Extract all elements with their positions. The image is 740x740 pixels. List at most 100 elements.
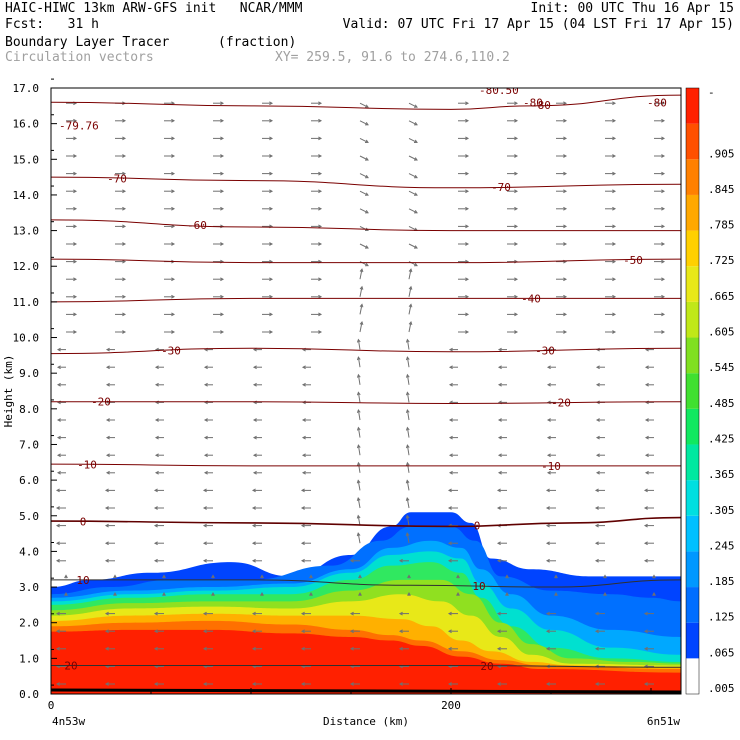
- vector-arrow: [251, 506, 262, 510]
- vector-arrow: [447, 506, 458, 510]
- vector-arrow: [405, 514, 410, 526]
- vector-arrow: [643, 682, 654, 686]
- vector-arrow: [447, 541, 458, 546]
- vector-arrow: [202, 629, 213, 634]
- vector-arrow: [115, 136, 127, 141]
- vector-arrow: [605, 118, 617, 123]
- vector-arrow: [311, 171, 323, 176]
- vector-arrow: [507, 312, 519, 317]
- vector-arrow: [311, 101, 323, 106]
- vector-arrow: [105, 347, 115, 352]
- vector-arrow: [605, 101, 617, 106]
- vector-arrow: [359, 303, 364, 315]
- vector-arrow: [202, 558, 213, 563]
- contour-line: [51, 401, 681, 404]
- vector-arrow: [605, 259, 617, 264]
- vector-arrow: [458, 312, 470, 317]
- colorbar-swatch: [686, 622, 699, 659]
- plot-frame: [50, 87, 682, 695]
- vector-arrow: [356, 479, 361, 491]
- vector-arrow: [448, 470, 458, 475]
- vector-arrow: [213, 277, 225, 282]
- vector-arrow: [497, 347, 507, 352]
- vector-arrow: [408, 285, 413, 297]
- vector-arrow: [458, 277, 470, 282]
- vector-arrow: [252, 435, 262, 440]
- vector-arrow: [252, 418, 262, 422]
- vector-arrow: [203, 418, 213, 422]
- contour-label: -30: [535, 344, 555, 357]
- colorbar-label: .785: [708, 219, 735, 232]
- vector-arrow: [66, 136, 78, 141]
- vector-arrow: [202, 611, 213, 616]
- colorbar: .005 .065 .125 .185 .245 .305 .365 .425 .485 .545…: [685, 86, 735, 695]
- vector-arrow: [262, 206, 274, 211]
- vector-arrow: [153, 682, 164, 686]
- vector-arrow: [603, 591, 607, 596]
- colorbar-label: .365: [708, 468, 735, 481]
- vector-arrow: [408, 320, 413, 333]
- vector-arrow: [643, 646, 654, 651]
- vector-arrow: [251, 611, 262, 616]
- vector-arrow: [203, 453, 213, 458]
- vector-arrow: [115, 242, 127, 246]
- vector-arrow: [594, 488, 605, 493]
- vector-arrow: [66, 330, 78, 334]
- vector-arrow: [643, 558, 654, 563]
- vector-arrow: [554, 591, 558, 596]
- vector-arrow: [405, 532, 410, 544]
- y-tick-label: 3.0: [19, 581, 39, 594]
- vector-arrow: [458, 136, 470, 141]
- vector-arrow: [595, 382, 605, 387]
- vector-arrow: [356, 338, 361, 350]
- vector-arrow: [654, 312, 666, 317]
- vector-arrow: [300, 488, 311, 493]
- vector-arrow: [408, 208, 418, 214]
- vector-arrow: [644, 382, 654, 387]
- vector-arrow: [556, 101, 568, 106]
- vector-arrow: [154, 453, 164, 458]
- vector-arrow: [66, 224, 78, 229]
- vector-arrow: [458, 118, 470, 123]
- colorbar-label: .905: [708, 147, 735, 160]
- vector-arrow: [162, 574, 166, 579]
- vector-arrow: [458, 224, 470, 229]
- contour-label: -10: [541, 460, 561, 473]
- contour-line: [51, 463, 681, 467]
- vector-arrow: [405, 426, 410, 438]
- vector-arrow: [251, 558, 262, 563]
- vector-arrow: [546, 382, 556, 387]
- y-tick-label: 17.0: [13, 82, 40, 95]
- vector-arrow: [164, 171, 176, 176]
- vector-arrow: [262, 136, 274, 141]
- vector-arrow: [545, 488, 556, 493]
- contour-label: -70: [491, 181, 511, 194]
- vector-arrow: [458, 189, 470, 194]
- vector-arrow: [643, 629, 654, 634]
- vector-arrow: [211, 591, 215, 596]
- contour-line: [51, 176, 681, 189]
- vector-arrow: [104, 541, 115, 546]
- vector-arrow: [115, 330, 127, 334]
- vector-arrow: [262, 277, 274, 282]
- vector-arrow: [496, 611, 507, 616]
- vector-arrow: [407, 591, 411, 596]
- forecast-hour: Fcst: 31 h: [5, 17, 99, 32]
- vector-arrow: [556, 242, 568, 246]
- vector-arrow: [56, 365, 66, 370]
- vector-arrow: [405, 408, 410, 421]
- vector-arrow: [300, 541, 311, 546]
- vector-arrow: [603, 574, 607, 579]
- vector-arrow: [643, 523, 654, 528]
- vector-arrow: [405, 356, 410, 368]
- y-tick-label: 15.0: [13, 153, 40, 166]
- vector-arrow: [251, 682, 262, 686]
- vector-arrow: [643, 488, 654, 493]
- colorbar-frame: [685, 87, 700, 695]
- contour-line: [51, 219, 681, 232]
- contour-label: 20: [480, 660, 493, 673]
- vector-arrow: [447, 646, 458, 651]
- vector-arrow: [251, 541, 262, 546]
- vector-arrow: [359, 285, 364, 297]
